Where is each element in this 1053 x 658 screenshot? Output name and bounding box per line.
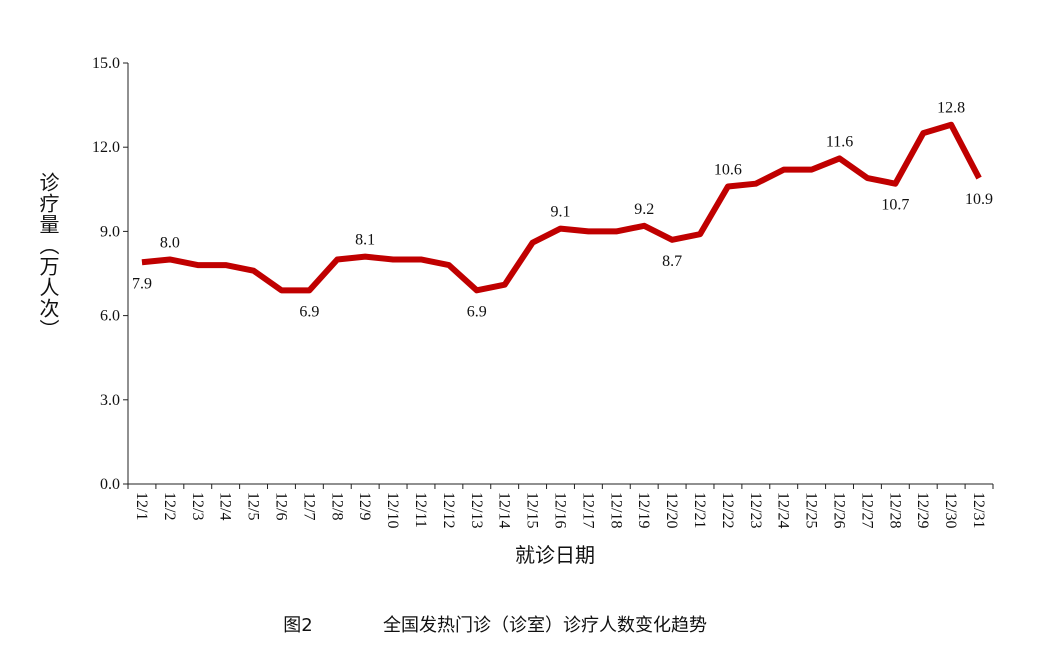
value-label: 9.2 <box>634 201 654 218</box>
x-tick-label: 12/19 <box>635 492 652 528</box>
x-tick-label: 12/14 <box>496 492 513 528</box>
x-tick-label: 12/16 <box>552 492 569 528</box>
x-tick-label: 12/5 <box>245 492 262 520</box>
x-tick-label: 12/4 <box>217 492 234 520</box>
x-tick-label: 12/21 <box>691 492 708 528</box>
value-label: 12.8 <box>937 100 965 117</box>
x-tick-label: 12/12 <box>440 492 457 528</box>
value-label: 11.6 <box>826 133 853 150</box>
value-label: 6.9 <box>467 303 487 320</box>
y-axis-label: 诊疗量（万人次） <box>36 172 60 340</box>
figure-number: 图2 <box>283 615 312 636</box>
x-tick-label: 12/2 <box>161 492 178 520</box>
caption: 全国发热门诊（诊室）诊疗人数变化趋势 <box>383 615 707 636</box>
x-tick-label: 12/6 <box>272 492 289 520</box>
value-label: 8.1 <box>355 232 375 249</box>
x-tick-label: 12/22 <box>719 492 736 528</box>
x-tick-label: 12/9 <box>356 492 373 520</box>
x-tick-label: 12/17 <box>579 492 596 528</box>
x-tick-label: 12/15 <box>524 492 541 528</box>
value-label: 9.1 <box>551 204 571 221</box>
x-tick-label: 12/3 <box>189 492 206 520</box>
value-label: 8.0 <box>160 234 180 251</box>
x-tick-label: 12/8 <box>328 492 345 520</box>
x-tick-label: 12/18 <box>607 492 624 528</box>
value-label: 10.6 <box>714 161 742 178</box>
x-tick-label: 12/27 <box>858 492 875 528</box>
value-label: 10.7 <box>881 197 909 214</box>
x-tick-label: 12/26 <box>831 492 848 528</box>
x-tick-label: 12/23 <box>747 492 764 528</box>
value-label: 6.9 <box>299 303 319 320</box>
value-label: 10.9 <box>965 191 993 208</box>
x-tick-label: 12/1 <box>133 492 150 520</box>
y-tick-label: 9.0 <box>100 223 120 240</box>
y-tick-label: 15.0 <box>92 55 120 72</box>
x-tick-label: 12/30 <box>942 492 959 528</box>
y-tick-label: 3.0 <box>100 392 120 409</box>
x-tick-label: 12/29 <box>914 492 931 528</box>
y-tick-label: 6.0 <box>100 308 120 325</box>
x-axis-label: 就诊日期 <box>515 543 595 567</box>
y-tick-label: 0.0 <box>100 476 120 493</box>
data-line <box>141 121 982 294</box>
x-tick-label: 12/10 <box>384 492 401 528</box>
x-tick-label: 12/11 <box>412 492 429 528</box>
value-label: 7.9 <box>132 275 152 292</box>
x-tick-label: 12/25 <box>803 492 820 528</box>
y-tick-label: 12.0 <box>92 139 120 156</box>
x-tick-label: 12/20 <box>663 492 680 528</box>
x-tick-label: 12/31 <box>970 492 987 528</box>
x-tick-label: 12/28 <box>886 492 903 528</box>
x-tick-label: 12/24 <box>775 492 792 528</box>
x-tick-label: 12/7 <box>300 492 317 520</box>
x-tick-label: 12/13 <box>468 492 485 528</box>
value-label: 8.7 <box>662 253 682 270</box>
